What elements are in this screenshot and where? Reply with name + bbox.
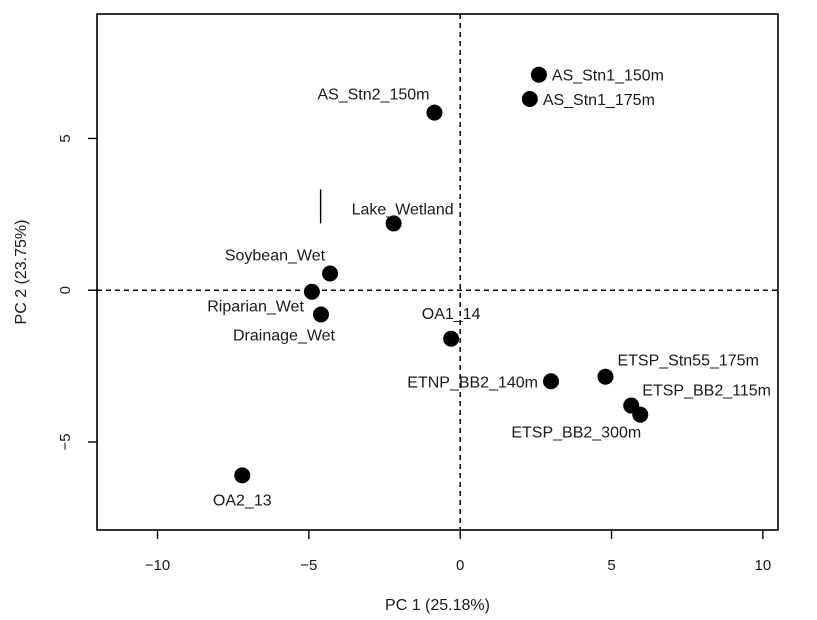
y-tick-label: 5 xyxy=(57,134,74,142)
x-tick-label: 5 xyxy=(607,557,615,574)
point-label: Lake_Wetland xyxy=(352,201,454,218)
data-point xyxy=(303,283,320,300)
y-axis-ticks: −5 0 5 xyxy=(57,134,97,451)
point-label: ETNP_BB2_140m xyxy=(407,374,538,391)
x-tick-label: −10 xyxy=(145,557,170,574)
y-tick-label: 0 xyxy=(57,286,74,294)
data-point xyxy=(322,265,339,282)
point-label: OA1_14 xyxy=(422,306,481,323)
point-label: ETSP_BB2_115m xyxy=(642,383,771,400)
data-point xyxy=(543,373,559,390)
point-labels: AS_Stn1_150m AS_Stn1_175m AS_Stn2_150m Lake… xyxy=(207,68,771,510)
point-label: AS_Stn1_150m xyxy=(552,68,664,85)
data-point xyxy=(597,368,614,385)
point-label: Soybean_Wet xyxy=(225,248,326,265)
plot-frame xyxy=(96,13,779,531)
data-point xyxy=(623,397,640,414)
point-label: OA2_13 xyxy=(213,492,272,509)
x-tick-label: −5 xyxy=(300,557,317,574)
point-label: AS_Stn1_175m xyxy=(543,92,655,109)
point-label: Riparian_Wet xyxy=(207,299,304,316)
point-label: ETSP_BB2_300m xyxy=(511,425,641,442)
y-tick-label: −5 xyxy=(57,433,74,450)
x-tick-label: 10 xyxy=(755,557,772,574)
data-point xyxy=(234,467,251,484)
data-points xyxy=(234,66,649,484)
x-axis-ticks: −10 −5 0 5 10 xyxy=(145,530,771,574)
x-axis-title: PC 1 (25.18%) xyxy=(385,597,490,614)
y-axis-title: PC 2 (23.75%) xyxy=(13,220,30,325)
point-label: ETSP_Stn55_175m xyxy=(617,353,758,370)
point-label: AS_Stn2_150m xyxy=(317,87,429,104)
point-label: Drainage_Wet xyxy=(233,327,336,344)
data-point xyxy=(385,215,402,232)
data-point xyxy=(530,66,547,83)
data-point xyxy=(426,104,443,121)
data-point xyxy=(312,306,329,323)
data-point xyxy=(521,90,538,107)
data-point xyxy=(443,330,460,347)
x-tick-label: 0 xyxy=(456,557,464,574)
